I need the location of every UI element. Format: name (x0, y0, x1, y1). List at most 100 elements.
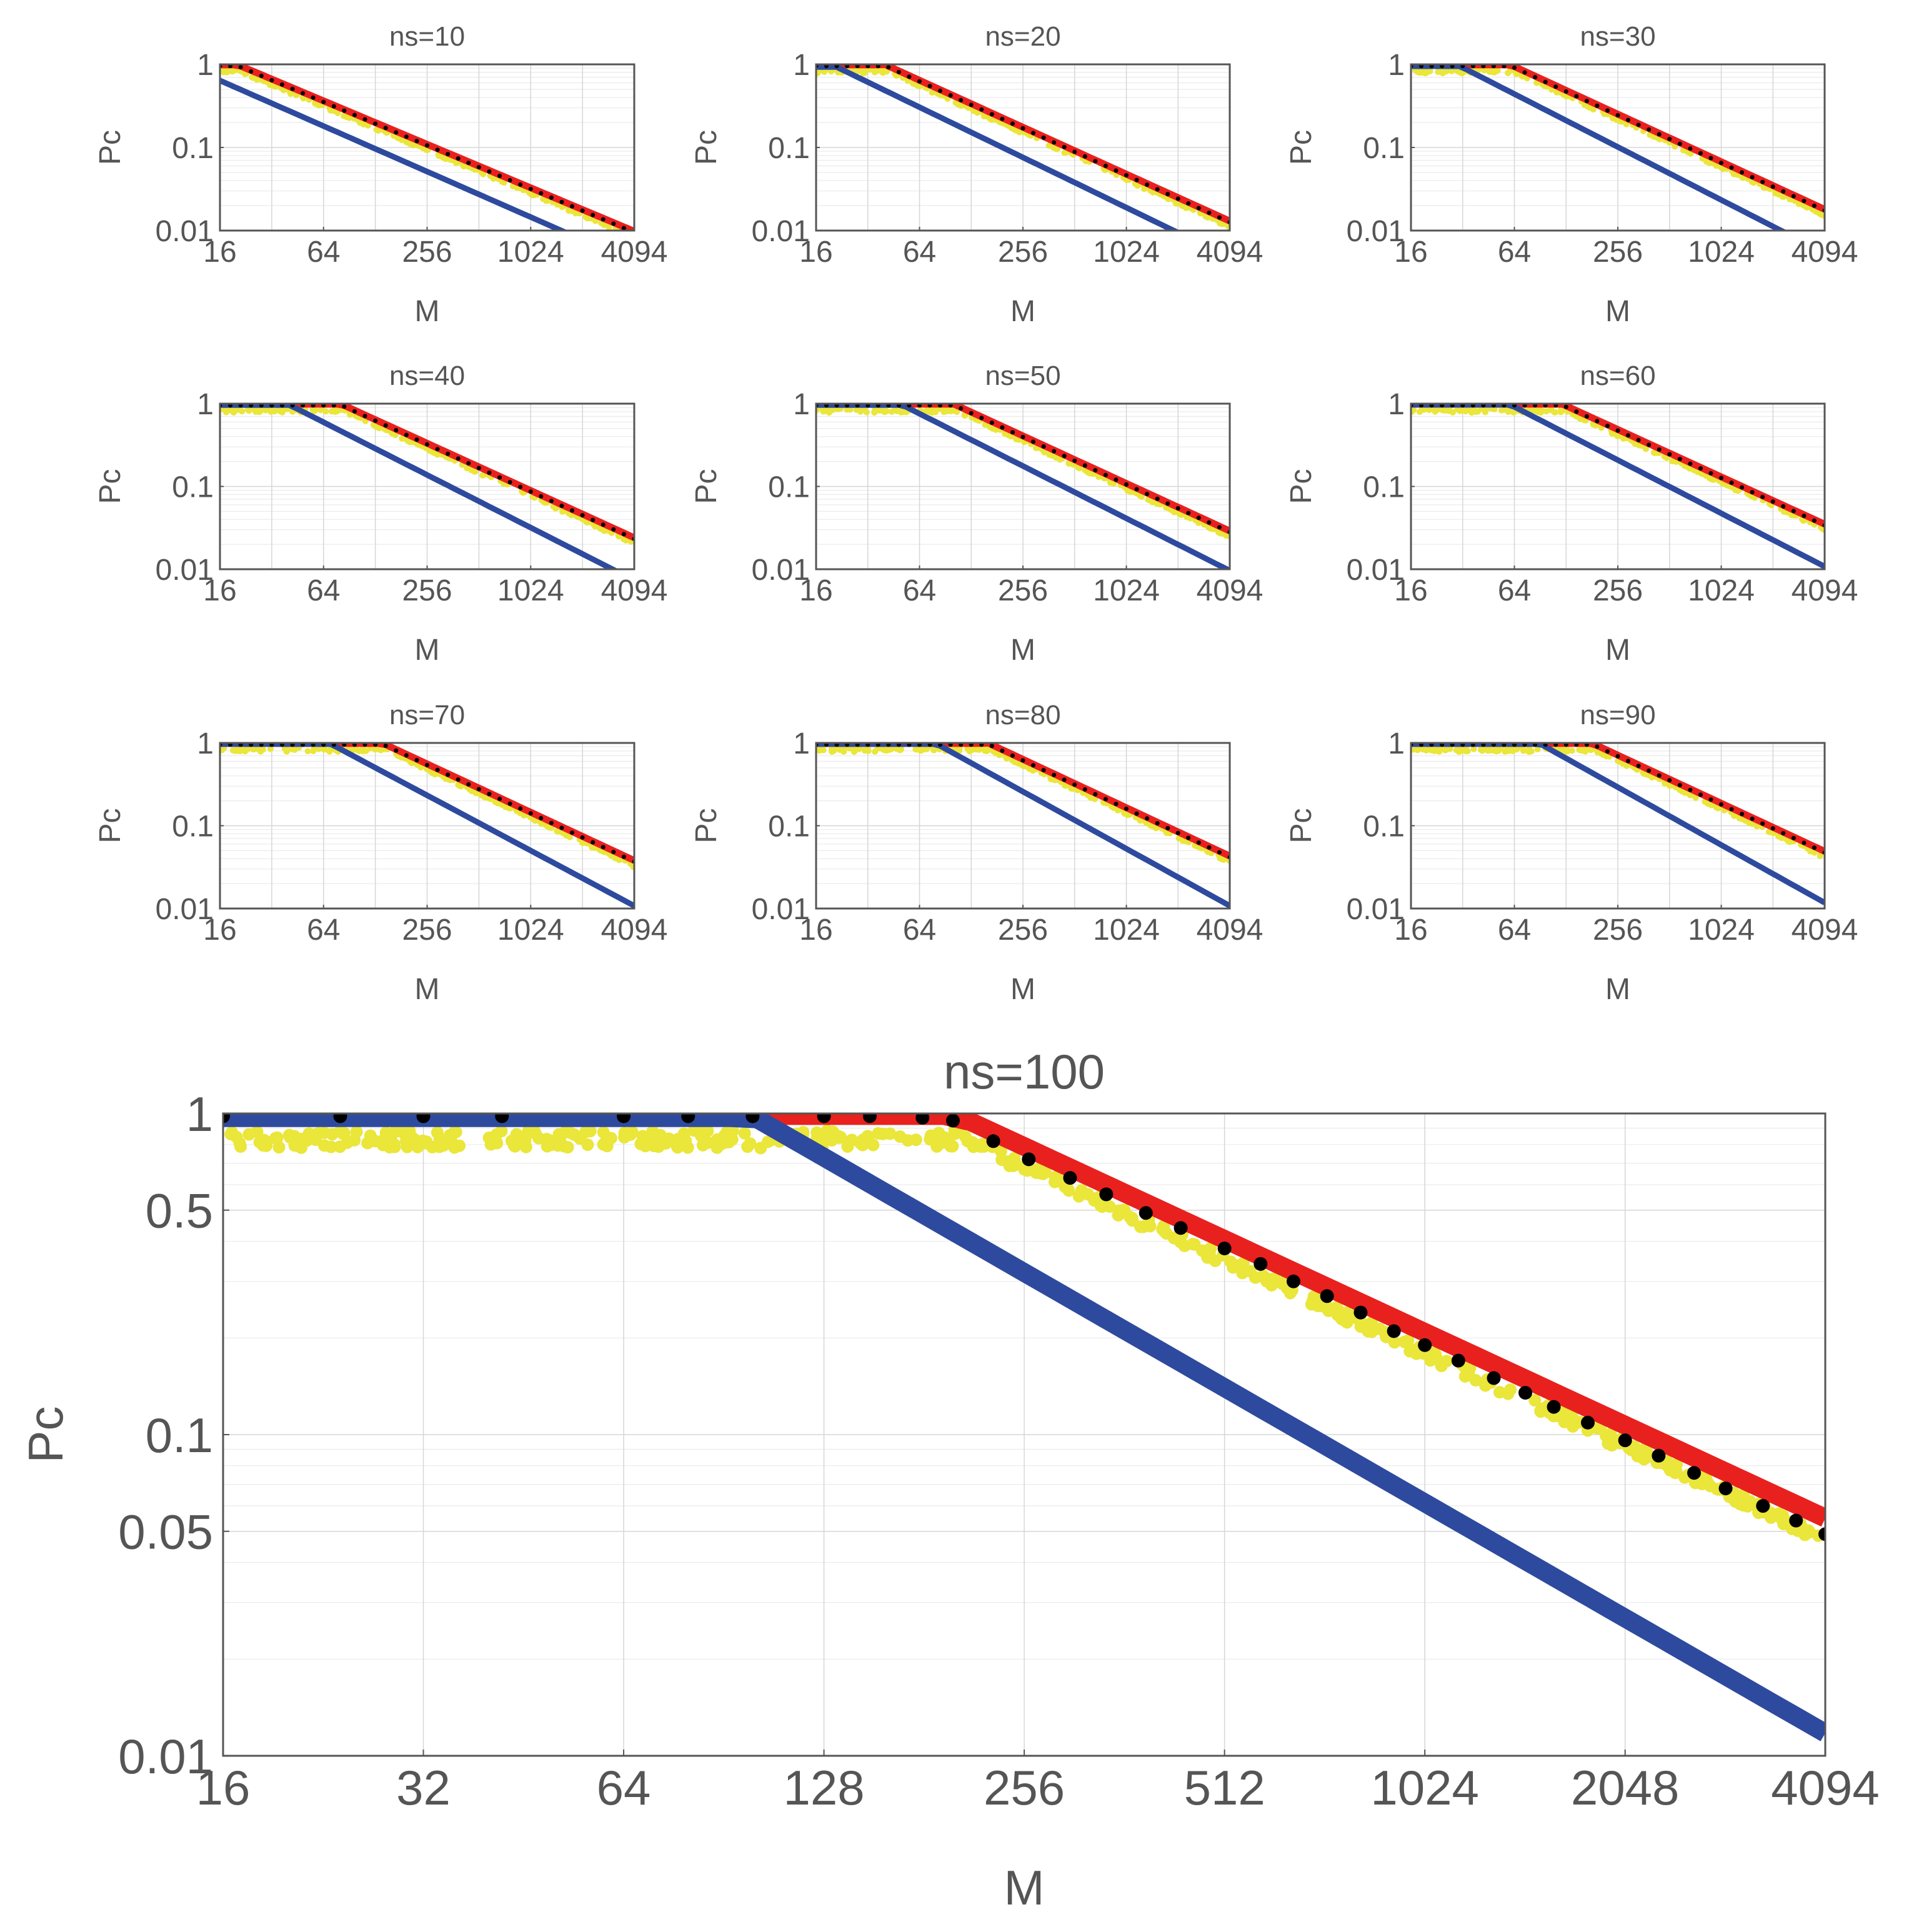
theory-point (1165, 825, 1170, 830)
theory-point (845, 64, 850, 69)
experimental-point (1713, 162, 1720, 169)
experimental-point (894, 745, 900, 752)
experimental-point (1032, 445, 1039, 452)
theory-point (1491, 64, 1496, 69)
experimental-point (1733, 1498, 1747, 1511)
y-tick-label: 0.1 (146, 1408, 213, 1463)
theory-point (1789, 1513, 1803, 1528)
experimental-point (1225, 223, 1230, 230)
theory-point (1781, 504, 1786, 509)
theory-point (1698, 151, 1703, 156)
experimental-point (231, 409, 237, 416)
experimental-point (857, 408, 864, 415)
theory-point (269, 404, 274, 408)
theory-point (311, 404, 316, 408)
x-tick-label: 4094 (1197, 236, 1264, 269)
series-theory (223, 1113, 1825, 1541)
theory-point (1574, 94, 1579, 99)
experimental-point (1340, 1307, 1353, 1320)
experimental-point (1469, 1374, 1482, 1387)
theory-point (1584, 743, 1589, 747)
chart-ns-20: 16 64 256 1024 4094 0.01 0.1 1 ns=20 M Pc (690, 21, 1263, 328)
experimental-point (898, 746, 905, 753)
experimental-point (407, 141, 414, 147)
theory-point (507, 480, 512, 485)
theory-point (279, 404, 284, 408)
theory-point (621, 226, 626, 231)
experimental-point (1608, 430, 1615, 437)
grid (1410, 403, 1825, 570)
theory-point (1020, 434, 1025, 439)
series-theory (816, 404, 1230, 534)
theory-point (1062, 144, 1067, 149)
experimental-point (336, 1127, 349, 1140)
experimental-point (1448, 67, 1455, 74)
experimental-point (954, 746, 961, 753)
theory-point (1512, 65, 1517, 70)
theory-point (1667, 778, 1672, 783)
theory-point (331, 743, 336, 747)
theory-point (1584, 414, 1589, 419)
theory-point (601, 522, 606, 527)
experimental-point (841, 745, 848, 752)
theory-point (979, 743, 984, 747)
theory-point (1750, 816, 1755, 821)
theory-point (1605, 424, 1610, 429)
theory-point (1502, 743, 1507, 747)
theory-point (1072, 149, 1077, 154)
theory-point (989, 744, 994, 749)
theory-point (518, 484, 523, 489)
series-experimental (220, 744, 634, 870)
theory-point (528, 489, 533, 494)
experimental-point (872, 1127, 885, 1140)
theory-point (1729, 165, 1734, 170)
grid (222, 1113, 1825, 1756)
theory-point (1770, 499, 1775, 504)
experimental-point (1030, 1166, 1044, 1179)
theory-point (875, 404, 880, 408)
experimental-point (1802, 1524, 1815, 1537)
x-axis-label: M (1605, 295, 1630, 328)
theory-point (1031, 439, 1036, 444)
series-experimental (816, 404, 1230, 540)
experimental-point (1765, 1511, 1778, 1524)
theory-point (1217, 850, 1222, 855)
theory-point (1677, 457, 1682, 462)
theory-point (1512, 404, 1517, 408)
theory-point (333, 1113, 347, 1123)
theory-point (394, 748, 399, 753)
experimental-point (944, 408, 950, 415)
theory-point (1175, 196, 1180, 201)
x-axis-label: M (1010, 295, 1035, 328)
theory-point (1719, 476, 1723, 481)
theory-point (1145, 816, 1150, 821)
theory-point (1518, 1386, 1533, 1400)
experimental-point (1410, 1347, 1423, 1360)
theory-point (321, 743, 326, 747)
series-lower-bound (220, 77, 569, 231)
theory-point (1451, 1353, 1465, 1368)
theory-point (591, 517, 596, 522)
experimental-point (1423, 747, 1430, 754)
theory-point (352, 112, 357, 117)
theory-point (559, 503, 564, 508)
theory-point (539, 815, 544, 820)
theory-point (896, 743, 901, 747)
experimental-point (372, 423, 379, 430)
y-tick-label: 1 (186, 1087, 213, 1142)
theory-point (1595, 419, 1600, 424)
theory-point (249, 743, 254, 747)
y-tick-label: 0.1 (1363, 132, 1405, 165)
experimental-point (1018, 1163, 1031, 1176)
theory-point (414, 437, 419, 442)
series-lower-bound (816, 743, 1230, 909)
theory-point (1052, 140, 1057, 145)
experimental-point (910, 80, 917, 87)
series-experimental (220, 66, 626, 231)
theory-point (507, 177, 512, 182)
x-tick-label: 4094 (1792, 914, 1858, 947)
experimental-point (1632, 441, 1638, 447)
ticks: 16 64 256 1024 4094 0.01 0.1 1 (1347, 49, 1858, 269)
x-tick-label: 1024 (1093, 574, 1160, 607)
experimental-point (816, 69, 820, 76)
